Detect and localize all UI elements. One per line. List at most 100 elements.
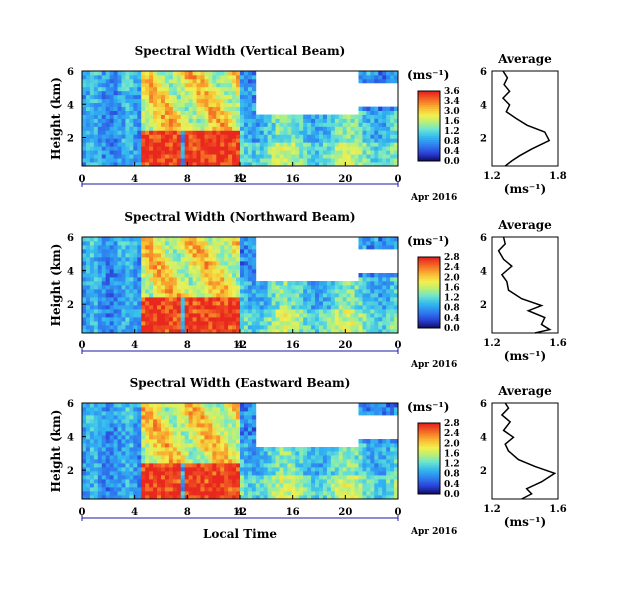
heatmap-cell	[390, 443, 395, 448]
heatmap-cell	[378, 281, 383, 286]
heatmap-cell	[192, 94, 197, 100]
heatmap-cell	[338, 285, 344, 290]
heatmap-cell	[236, 82, 241, 88]
heatmap-cell	[287, 451, 292, 456]
heatmap-cell	[129, 423, 134, 428]
heatmap-cell	[105, 265, 111, 270]
heatmap-cell	[117, 154, 122, 159]
heatmap-cell	[240, 305, 245, 310]
average-x-tick: 1.2	[483, 171, 500, 182]
heatmap-cell	[232, 277, 237, 282]
heatmap-cell	[137, 162, 142, 167]
heatmap-cell	[212, 130, 217, 135]
heatmap-cell	[153, 146, 158, 151]
heatmap-cell	[251, 467, 257, 472]
heatmap-cell	[315, 281, 320, 286]
heatmap-cell	[172, 471, 178, 476]
heatmap-cell	[93, 431, 99, 436]
heatmap-cell	[164, 329, 170, 334]
heatmap-cell	[236, 329, 241, 334]
heatmap-cell	[164, 419, 170, 424]
heatmap-cell	[161, 439, 166, 444]
heatmap-cell	[271, 491, 276, 496]
heatmap-cell	[275, 495, 280, 500]
heatmap-cell	[378, 74, 383, 80]
heatmap-cell	[382, 475, 387, 480]
heatmap-cell	[212, 435, 217, 440]
heatmap-cell	[307, 305, 312, 310]
heatmap-cell	[370, 309, 375, 314]
heatmap-cell	[224, 273, 229, 278]
heatmap-cell	[105, 439, 111, 444]
heatmap-cell	[105, 475, 111, 480]
heatmap-cell	[374, 483, 379, 488]
heatmap-cell	[220, 82, 225, 88]
heatmap-cell	[212, 305, 217, 310]
colorbar-segment	[418, 92, 440, 96]
heatmap-cell	[176, 126, 182, 131]
heatmap-cell	[204, 415, 209, 420]
heatmap-cell	[247, 253, 253, 258]
heatmap-cell	[307, 487, 312, 492]
heatmap-cell	[192, 431, 197, 436]
heatmap-cell	[232, 102, 237, 108]
heatmap-cell	[168, 110, 174, 115]
heatmap-cell	[145, 305, 150, 310]
heatmap-cell	[89, 403, 95, 408]
heatmap-cell	[390, 273, 395, 278]
heatmap-cell	[208, 106, 213, 111]
heatmap-cell	[129, 102, 134, 108]
heatmap-cell	[172, 459, 178, 464]
heatmap-cell	[299, 487, 304, 492]
heatmap-cell	[137, 158, 142, 163]
heatmap-cell	[326, 487, 332, 492]
heatmap-cell	[338, 475, 344, 480]
heatmap-cell	[251, 439, 257, 444]
heatmap-cell	[125, 269, 130, 274]
heatmap-cell	[176, 273, 182, 278]
heatmap-cell	[334, 479, 340, 484]
heatmap-cell	[164, 245, 170, 250]
heatmap-cell	[224, 329, 229, 334]
heatmap-cell	[319, 467, 324, 472]
heatmap-cell	[168, 285, 174, 290]
heatmap-cell	[279, 281, 284, 286]
heatmap-cell	[358, 463, 363, 468]
heatmap-cell	[370, 455, 375, 460]
heatmap-cell	[184, 265, 190, 270]
heatmap-cell	[251, 82, 257, 88]
heatmap-cell	[370, 329, 375, 334]
heatmap-cell	[382, 146, 387, 151]
heatmap-cell	[358, 241, 363, 246]
heatmap-cell	[188, 447, 193, 452]
heatmap-cell	[192, 237, 197, 242]
heatmap-cell	[224, 487, 229, 492]
heatmap-cell	[334, 118, 340, 123]
heatmap-cell	[97, 305, 103, 310]
heatmap-cell	[243, 134, 249, 139]
heatmap-cell	[149, 447, 154, 452]
heatmap-cell	[228, 241, 233, 246]
heatmap-cell	[291, 491, 296, 496]
heatmap-cell	[382, 122, 387, 127]
heatmap-cell	[275, 459, 280, 464]
heatmap-cell	[184, 487, 190, 492]
heatmap-cell	[105, 150, 111, 155]
heatmap-cell	[251, 407, 257, 412]
heatmap-cell	[382, 467, 387, 472]
heatmap-cell	[105, 463, 111, 468]
heatmap-cell	[275, 467, 280, 472]
heatmap-cell	[153, 71, 158, 76]
heatmap-cell	[390, 106, 395, 111]
heatmap-cell	[358, 110, 363, 115]
heatmap-cell	[85, 297, 91, 302]
heatmap-cell	[176, 321, 182, 326]
heatmap-cell	[149, 249, 154, 254]
heatmap-cell	[145, 411, 150, 416]
heatmap-cell	[141, 130, 146, 135]
heatmap-cell	[394, 241, 399, 246]
colorbar-segment	[418, 147, 440, 150]
heatmap-cell	[216, 435, 221, 440]
heatmap-cell	[208, 253, 213, 258]
heatmap-cell	[303, 325, 308, 330]
